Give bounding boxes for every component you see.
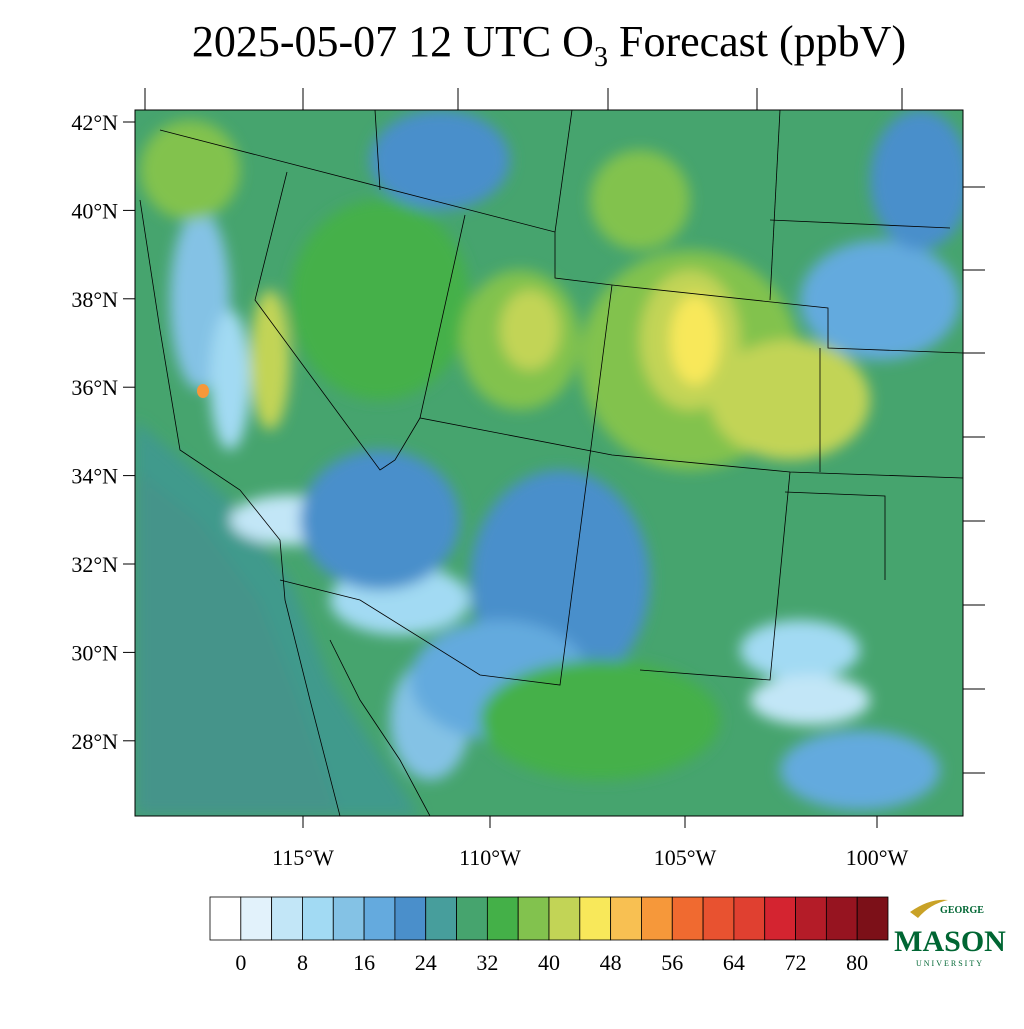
colorbar-box [702, 896, 735, 941]
colorbar-box [825, 896, 858, 941]
colorbar-label: 8 [297, 950, 308, 975]
colorbar-box [579, 896, 612, 941]
lon-label: 110°W [459, 845, 521, 870]
colorbar-box [733, 896, 766, 941]
colorbar-label: 72 [785, 950, 807, 975]
colorbar-label: 0 [235, 950, 246, 975]
colorbar-box [302, 896, 334, 941]
logo-top: GEORGE [940, 905, 984, 916]
colorbar-box [394, 896, 427, 941]
title: 2025-05-07 12 UTC O3 Forecast (ppbV) [192, 17, 906, 73]
lat-label: 42°N [71, 110, 118, 135]
colorbar-box [641, 896, 673, 941]
lon-label: 100°W [846, 845, 909, 870]
lat-label: 30°N [71, 640, 118, 665]
colorbar-box [240, 896, 273, 941]
colorbar-box [517, 896, 550, 941]
lon-label: 105°W [654, 845, 717, 870]
lat-label: 34°N [71, 464, 118, 489]
colorbar-box [486, 896, 519, 941]
lat-label: 36°N [71, 375, 118, 400]
colorbar-box [548, 896, 581, 941]
colorbar-box [209, 896, 242, 941]
logo: GEORGE MASON UNIVERSITY [894, 899, 1006, 968]
lon-label: 115°W [272, 845, 334, 870]
colorbar-box [795, 896, 827, 941]
colorbar-label: 80 [846, 950, 868, 975]
colorbar-label: 32 [476, 950, 498, 975]
lat-label: 28°N [71, 729, 118, 754]
colorbar-box [363, 896, 396, 941]
colorbar-box [425, 896, 457, 941]
colorbar-label: 64 [723, 950, 745, 975]
map-frame [134, 109, 964, 817]
colorbar-label: 16 [353, 950, 375, 975]
lat-label: 40°N [71, 198, 118, 223]
colorbar-box [271, 896, 303, 941]
colorbar-box [671, 896, 704, 941]
logo-name: MASON [894, 925, 1006, 958]
colorbar-label: 40 [538, 950, 560, 975]
ozone-field [135, 110, 963, 816]
logo-bottom: UNIVERSITY [916, 959, 984, 968]
colorbar-box [764, 896, 796, 941]
colorbar-label: 56 [661, 950, 683, 975]
colorbar-box [610, 896, 642, 941]
lat-label: 32°N [71, 552, 118, 577]
colorbar-label: 24 [415, 950, 437, 975]
colorbar-label: 48 [600, 950, 622, 975]
colorbar-box [456, 896, 488, 941]
lat-label: 38°N [71, 287, 118, 312]
colorbar-box [332, 896, 365, 941]
colorbar-box [856, 896, 889, 941]
